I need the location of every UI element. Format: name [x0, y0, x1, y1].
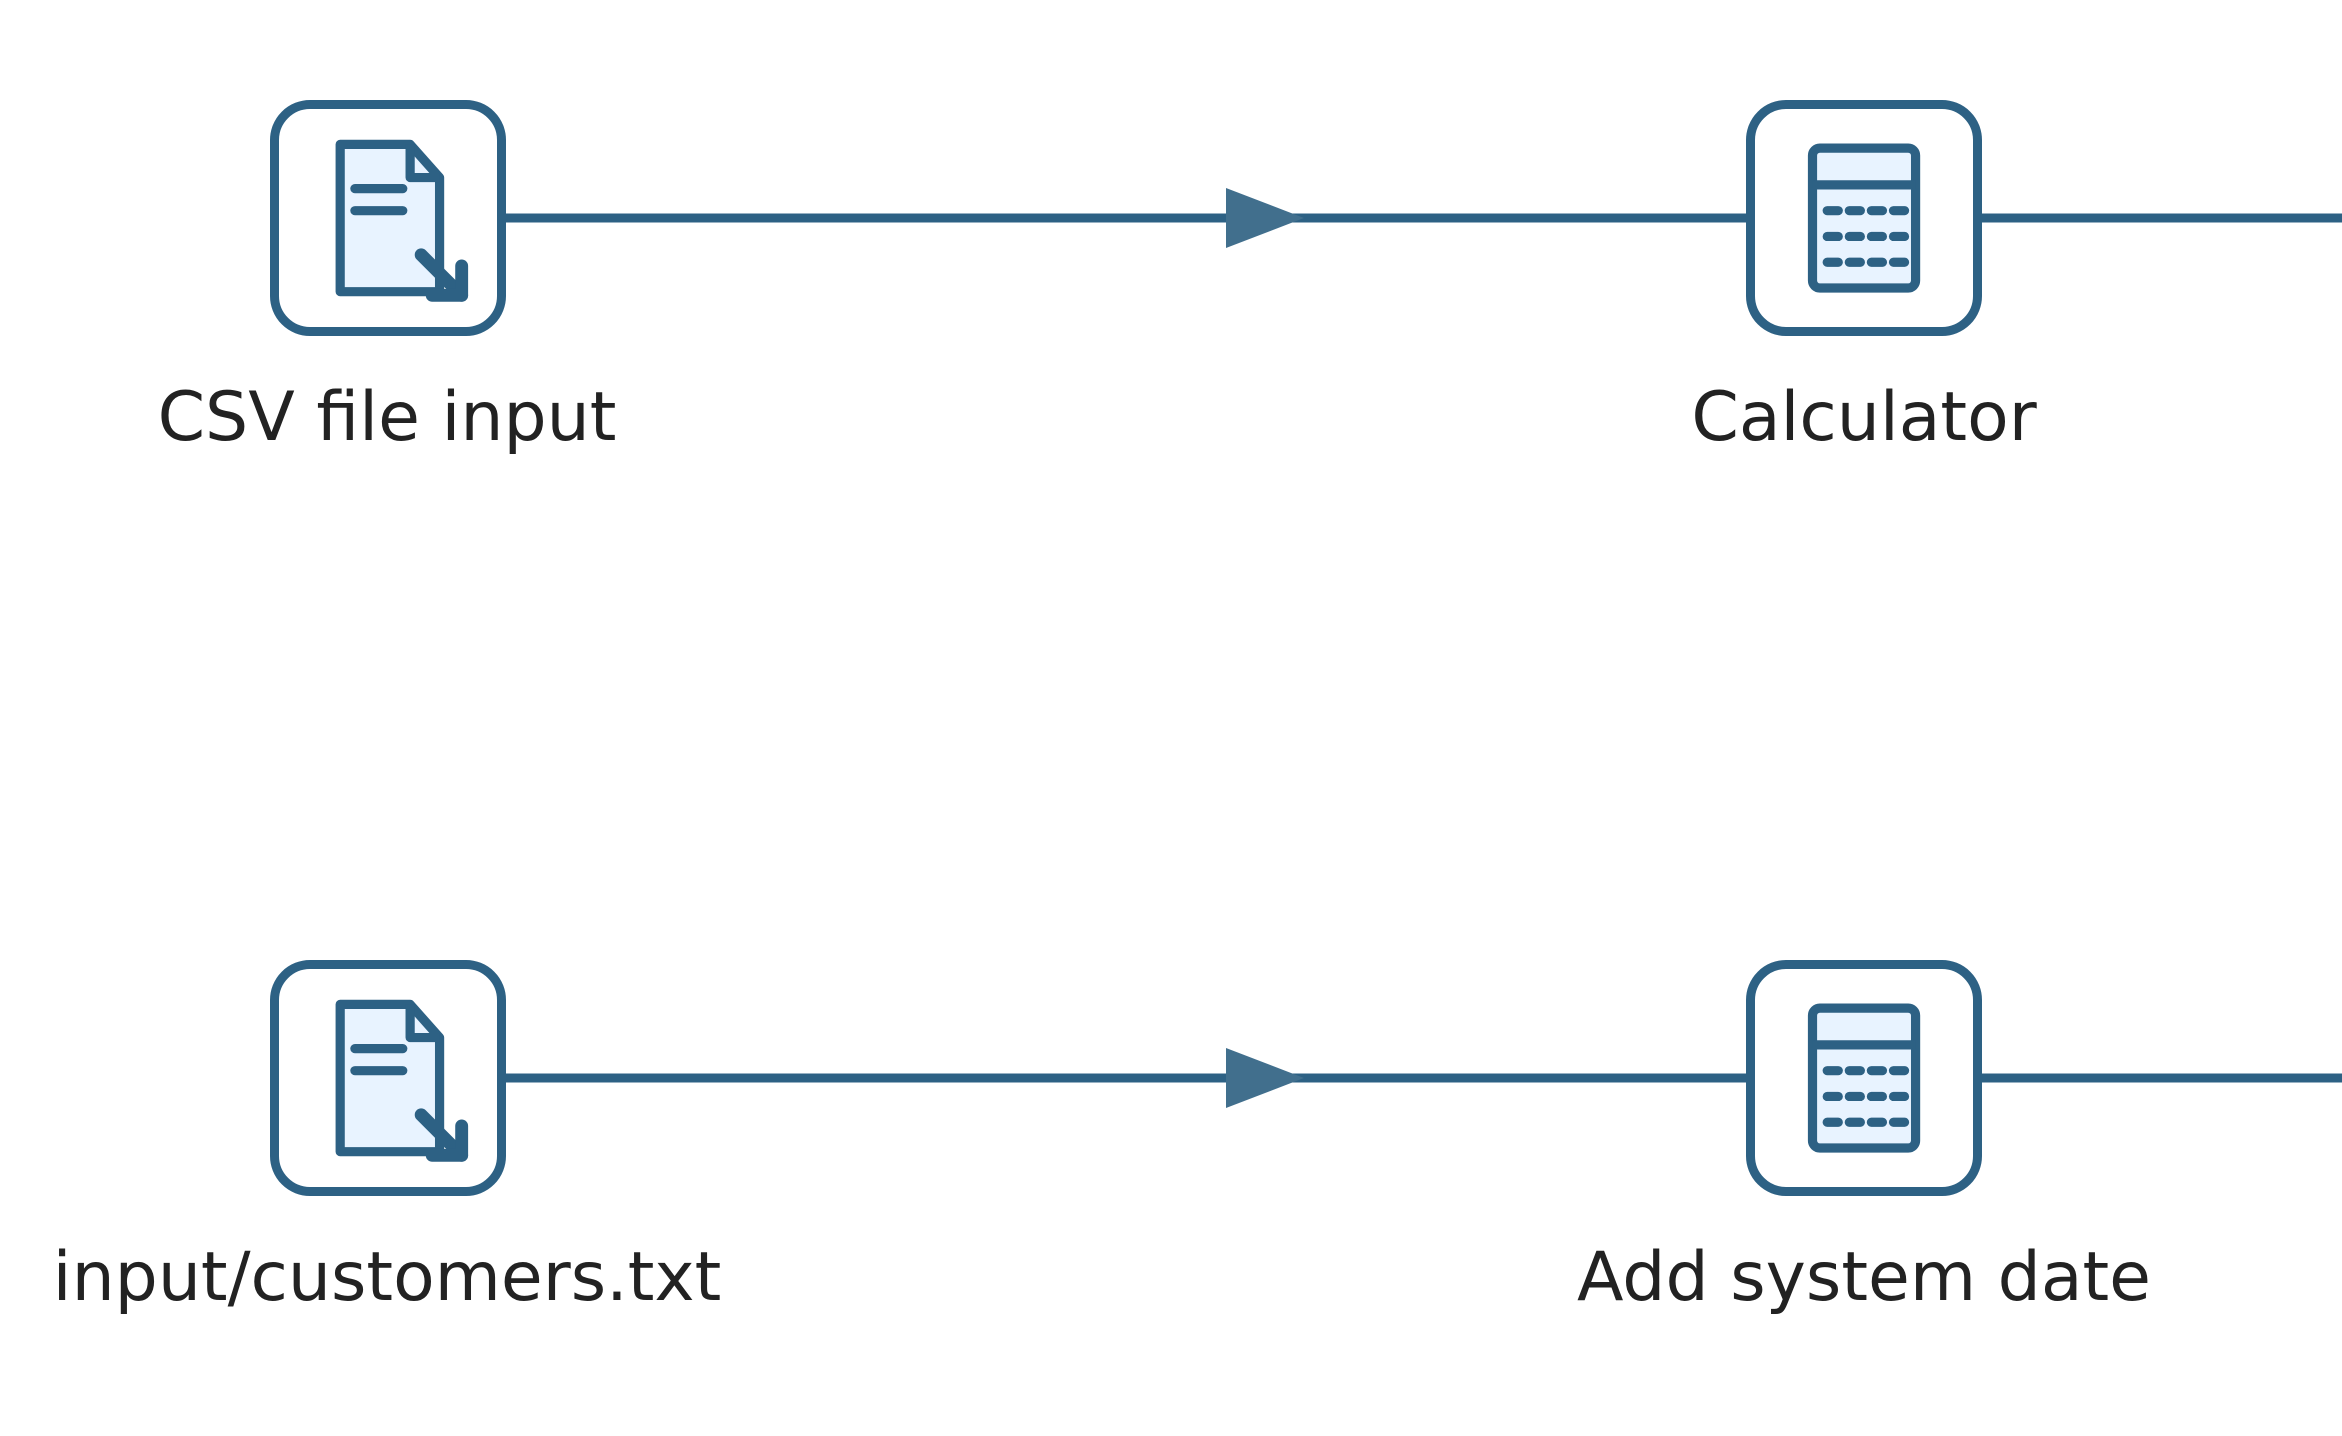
calculator-icon	[1772, 126, 1956, 310]
node-label: input/customers.txt	[0, 1238, 987, 1317]
edge-arrowhead	[1226, 188, 1304, 248]
node-label: CSV file input	[0, 378, 987, 457]
calculator-icon	[1772, 986, 1956, 1170]
node-n1[interactable]	[270, 100, 506, 336]
node-n4[interactable]	[1746, 960, 1982, 1196]
diagram-canvas: CSV file input Calculator input/customers.…	[0, 0, 2342, 1436]
node-label: Calculator	[1264, 378, 2342, 457]
file-input-icon	[296, 126, 480, 310]
node-label: Add system date	[1264, 1238, 2342, 1317]
node-n2[interactable]	[1746, 100, 1982, 336]
file-input-icon	[296, 986, 480, 1170]
node-n3[interactable]	[270, 960, 506, 1196]
edge-arrowhead	[1226, 1048, 1304, 1108]
